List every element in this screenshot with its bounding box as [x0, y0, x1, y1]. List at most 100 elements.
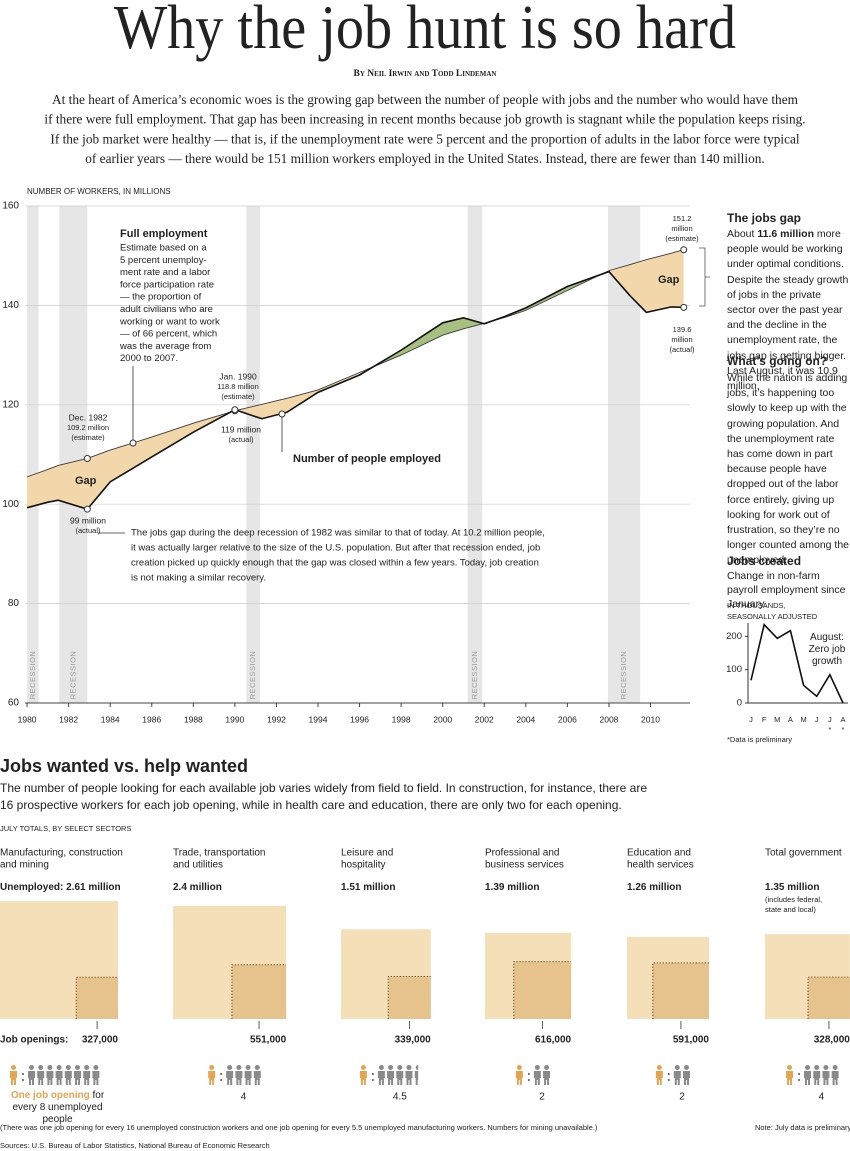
icon-head: [415, 1065, 419, 1070]
annotation: it was actually larger relative to the s…: [131, 543, 540, 554]
highlight-label: 99 million: [70, 515, 106, 525]
person-icon: [515, 1065, 523, 1085]
person-icon: [655, 1065, 663, 1085]
gap-area: [27, 249, 684, 510]
x-tick-label: J: [815, 715, 819, 724]
gap-label: Gap: [658, 274, 680, 286]
icon-head: [814, 1065, 820, 1070]
sidebar-text: While the nation is adding jobs, it’s ha…: [727, 372, 850, 567]
person-icon: [786, 1065, 794, 1085]
highlight-label: Dec. 1982: [69, 412, 108, 422]
intro: At the heart of America’s economic woes …: [44, 92, 805, 166]
colon-dot: [798, 1073, 801, 1075]
ratio-icons: [10, 1065, 100, 1085]
openings-square: [652, 962, 709, 1019]
unemployed-label: 1.26 million: [627, 882, 681, 893]
annotation: 2000 to 2007.: [120, 353, 178, 364]
person-icon: [235, 1065, 243, 1085]
icon-body: [682, 1071, 690, 1085]
highlight-label: million: [671, 335, 692, 344]
annotation: working or want to work: [119, 316, 220, 327]
highlight-label: (actual): [669, 345, 695, 354]
icon-head: [397, 1065, 403, 1070]
main-chart: NUMBER OF WORKERS, IN MILLIONS RECESSION R…: [2, 187, 699, 724]
highlight: 11.6 million: [757, 228, 814, 240]
recession-label: RECESSION: [28, 651, 37, 700]
y-tick-label: 100: [2, 499, 19, 510]
intro-line: If the job market were healthy — that is…: [50, 131, 799, 146]
icon-body: [359, 1071, 367, 1085]
highlight-label: 119 million: [221, 424, 261, 434]
x-tick-label: 1992: [267, 714, 286, 724]
x-tick-label: 1984: [101, 714, 120, 724]
y-tick-label: 200: [726, 631, 742, 642]
openings-outline: [75, 976, 118, 1019]
value-label: 1.26 million: [627, 882, 681, 893]
mini-title: Jobs created: [727, 554, 802, 568]
person-icon: [414, 1065, 419, 1085]
icon-body: [208, 1071, 216, 1085]
note-line: (includes federal,: [765, 895, 822, 904]
icon-head: [84, 1065, 90, 1070]
unemployed-label: Unemployed: 2.61 million: [0, 882, 121, 893]
source: Sources: U.S. Bureau of Labor Statistics…: [0, 1141, 270, 1150]
annotation: ment rate and a labor: [120, 267, 210, 278]
icon-body: [92, 1071, 100, 1085]
intro-line: if there were full employment. That gap …: [44, 112, 805, 127]
note: Note: July data is preliminary: [755, 1123, 850, 1132]
icon-body: [533, 1071, 541, 1085]
sidebar-title: What’s going on?: [727, 354, 828, 368]
icon-head: [254, 1065, 260, 1070]
ratio-label: 4: [241, 1092, 247, 1103]
x-tick-label: 2004: [516, 714, 535, 724]
icon-body: [226, 1071, 234, 1085]
icon-head: [805, 1065, 811, 1070]
ratio-label: 2: [679, 1092, 685, 1103]
recession-band: [27, 206, 39, 703]
value-label: 1.51 million: [341, 882, 395, 893]
icon-head: [245, 1065, 251, 1070]
intro-line: At the heart of America’s economic woes …: [52, 92, 799, 107]
icon-body: [64, 1071, 72, 1085]
highlight-label: 118.8 million: [217, 382, 259, 391]
person-icon: [253, 1065, 261, 1085]
highlight-label: 139.6: [673, 325, 692, 334]
annotation-title: Number of people employed: [293, 453, 441, 465]
annotation: Estimate based on a: [120, 243, 207, 254]
value-label: 2.61 million: [66, 882, 120, 893]
unemployed-label: 2.4 million: [173, 882, 222, 893]
icon-body: [655, 1071, 663, 1085]
icon-body: [396, 1071, 404, 1085]
icon-head: [29, 1065, 34, 1070]
icon-head: [388, 1065, 394, 1070]
colon-dot: [527, 1079, 530, 1081]
y-tick-label: 0: [737, 698, 742, 709]
x-tick-label: 1982: [59, 714, 78, 724]
annotation: is not making a similar recovery.: [131, 573, 266, 584]
highlight-label: (estimate): [221, 392, 255, 401]
sidebar-title: The jobs gap: [727, 211, 802, 225]
colon-dot: [371, 1073, 374, 1075]
x-tick-label: 2008: [599, 714, 618, 724]
ratio-legend: One job opening for every 8 unemployed p…: [0, 1090, 115, 1126]
mini-annotation: August: Zero job growth: [806, 632, 848, 668]
openings-outline: [231, 964, 287, 1019]
ratio-icons: [786, 1065, 839, 1085]
highlight: One job opening: [10, 1090, 90, 1101]
icon-head: [674, 1065, 680, 1070]
ratio-icons: [208, 1065, 261, 1085]
person-icon: [37, 1065, 45, 1085]
person-icon: [10, 1065, 17, 1085]
highlight-label: 109.2 million: [67, 423, 109, 432]
openings-square: [76, 977, 118, 1019]
title: Why the job hunt is so hard: [114, 0, 736, 62]
openings-outline: [807, 976, 850, 1019]
icon-head: [93, 1065, 99, 1070]
ratio-label: 2: [539, 1092, 545, 1103]
y-tick-label: 100: [726, 664, 742, 675]
recession-label: RECESSION: [248, 651, 257, 700]
annotation: was the average from: [119, 341, 211, 352]
colon-dot: [220, 1073, 223, 1075]
